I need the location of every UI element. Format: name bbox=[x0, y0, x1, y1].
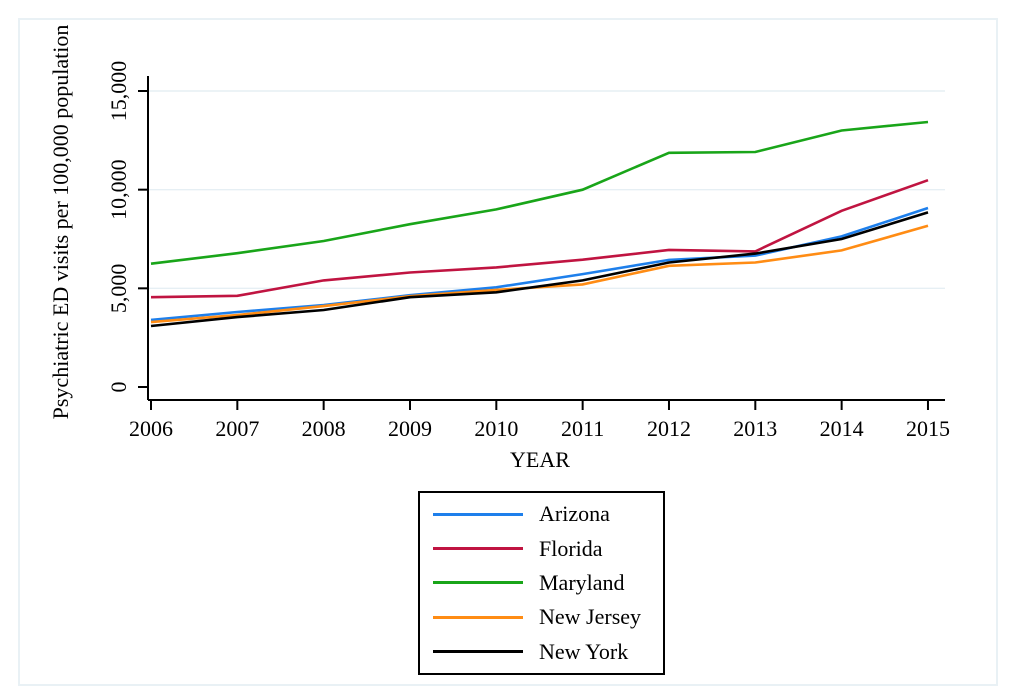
legend-key-line bbox=[433, 547, 523, 551]
series-line-new-york bbox=[150, 211, 929, 328]
x-axis-title: YEAR bbox=[510, 447, 570, 472]
legend-label: Maryland bbox=[539, 569, 625, 595]
y-tick-label: 5,000 bbox=[106, 264, 131, 314]
legend-row: Arizona bbox=[420, 503, 663, 525]
legend-label: New York bbox=[539, 638, 629, 664]
legend: Arizona Florida Maryland New Jersey New York bbox=[418, 491, 665, 675]
gridlines-layer bbox=[149, 90, 945, 290]
x-tick-label: 2009 bbox=[388, 416, 432, 441]
legend-row: New York bbox=[420, 638, 663, 664]
x-tick-label: 2013 bbox=[733, 416, 777, 441]
legend-label: New Jersey bbox=[539, 604, 642, 630]
legend-label: Arizona bbox=[539, 501, 610, 527]
y-tick-label: 15,000 bbox=[106, 61, 131, 122]
x-tick-label: 2012 bbox=[647, 416, 691, 441]
legend-row: New Jersey bbox=[420, 606, 663, 628]
legend-key-line bbox=[433, 650, 523, 654]
legend-key-line bbox=[433, 512, 523, 516]
x-tick-label: 2008 bbox=[302, 416, 346, 441]
series-line-maryland bbox=[150, 120, 929, 265]
tick-labels-layer: 0 5,000 10,000 15,000 2006 2007 2008 2009 2010 20… bbox=[106, 61, 950, 441]
legend-label: Florida bbox=[539, 535, 603, 561]
x-tick-label: 2014 bbox=[820, 416, 864, 441]
x-tick-label: 2007 bbox=[215, 416, 259, 441]
series-line-new-jersey bbox=[150, 224, 929, 324]
legend-row: Florida bbox=[420, 535, 663, 561]
legend-key-line bbox=[433, 615, 523, 619]
x-tick-label: 2011 bbox=[561, 416, 604, 441]
x-tick-label: 2006 bbox=[129, 416, 173, 441]
axes-layer bbox=[138, 76, 945, 410]
series-line-florida bbox=[150, 178, 929, 299]
y-tick-label: 10,000 bbox=[106, 159, 131, 220]
legend-row: Maryland bbox=[420, 569, 663, 595]
x-tick-label: 2010 bbox=[474, 416, 518, 441]
legend-key-line bbox=[433, 581, 523, 585]
y-axis-title: Psychiatric ED visits per 100,000 popula… bbox=[48, 25, 73, 420]
x-tick-label: 2015 bbox=[906, 416, 950, 441]
series-layer bbox=[150, 120, 929, 328]
y-tick-label: 0 bbox=[106, 382, 131, 393]
